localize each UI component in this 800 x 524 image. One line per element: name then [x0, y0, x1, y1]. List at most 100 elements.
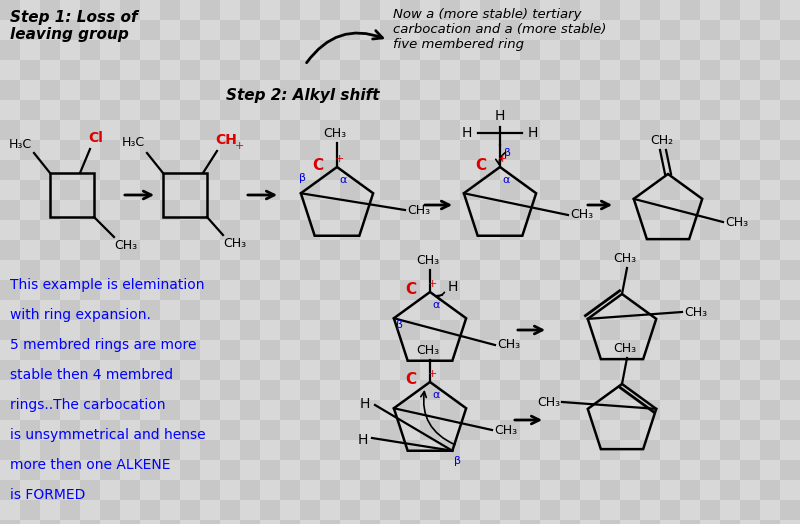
Bar [120, 160, 140, 180]
Bar [560, 0, 580, 20]
Bar [240, 20, 260, 40]
Bar [80, 400, 100, 420]
Bar [560, 160, 580, 180]
Bar [780, 480, 800, 500]
Bar [760, 420, 780, 440]
Bar [280, 60, 300, 80]
Bar [280, 80, 300, 100]
Bar [360, 140, 380, 160]
Bar [0, 320, 20, 340]
Bar [200, 40, 220, 60]
Text: C: C [475, 158, 486, 172]
Bar [700, 240, 720, 260]
Bar [400, 20, 420, 40]
Bar [0, 20, 20, 40]
Bar [60, 420, 80, 440]
Bar [640, 520, 660, 524]
Bar [740, 140, 760, 160]
Bar [0, 220, 20, 240]
Bar [400, 400, 420, 420]
Bar [20, 160, 40, 180]
Bar [740, 440, 760, 460]
Bar [420, 260, 440, 280]
Text: This example is elemination: This example is elemination [10, 278, 205, 292]
Bar [420, 520, 440, 524]
Bar [100, 20, 120, 40]
Bar [420, 500, 440, 520]
Bar [700, 40, 720, 60]
Bar [460, 420, 480, 440]
Bar [380, 320, 400, 340]
Bar [520, 140, 540, 160]
Bar [300, 360, 320, 380]
Text: CH₂: CH₂ [650, 134, 673, 147]
Bar [20, 360, 40, 380]
Bar [80, 460, 100, 480]
Bar [140, 120, 160, 140]
Bar [160, 140, 180, 160]
Bar [640, 500, 660, 520]
Bar [740, 40, 760, 60]
Bar [240, 80, 260, 100]
Bar [440, 320, 460, 340]
Bar [360, 160, 380, 180]
Bar [180, 20, 200, 40]
Bar [740, 240, 760, 260]
Bar [420, 340, 440, 360]
Bar [500, 0, 520, 20]
Bar [660, 520, 680, 524]
Bar [0, 180, 20, 200]
Bar [740, 100, 760, 120]
Bar [340, 400, 360, 420]
Bar [600, 460, 620, 480]
Bar [660, 260, 680, 280]
Bar [180, 120, 200, 140]
Bar [60, 220, 80, 240]
Bar [700, 380, 720, 400]
Bar [40, 200, 60, 220]
Bar [680, 520, 700, 524]
Bar [80, 40, 100, 60]
Bar [380, 380, 400, 400]
Bar [40, 500, 60, 520]
Bar [600, 80, 620, 100]
Bar [20, 320, 40, 340]
Bar [260, 320, 280, 340]
Bar [300, 440, 320, 460]
Bar [200, 480, 220, 500]
Bar [760, 360, 780, 380]
Bar [540, 300, 560, 320]
Bar [480, 120, 500, 140]
Bar [500, 380, 520, 400]
Bar [20, 240, 40, 260]
Bar [340, 360, 360, 380]
Bar [60, 200, 80, 220]
Bar [480, 60, 500, 80]
Bar [640, 420, 660, 440]
Bar [760, 500, 780, 520]
Bar [120, 280, 140, 300]
Bar [380, 280, 400, 300]
Bar [400, 520, 420, 524]
Bar [240, 340, 260, 360]
Bar [220, 220, 240, 240]
Bar [580, 100, 600, 120]
Bar [20, 180, 40, 200]
Bar [760, 240, 780, 260]
Bar [40, 160, 60, 180]
Bar [200, 460, 220, 480]
Bar [620, 500, 640, 520]
Bar [240, 300, 260, 320]
Bar [280, 100, 300, 120]
Bar [540, 0, 560, 20]
Bar [380, 360, 400, 380]
Bar [160, 80, 180, 100]
Bar [180, 480, 200, 500]
Bar [340, 40, 360, 60]
Bar [600, 300, 620, 320]
Bar [580, 420, 600, 440]
Bar [640, 0, 660, 20]
Text: H: H [495, 109, 505, 123]
Bar [620, 240, 640, 260]
Bar [380, 100, 400, 120]
